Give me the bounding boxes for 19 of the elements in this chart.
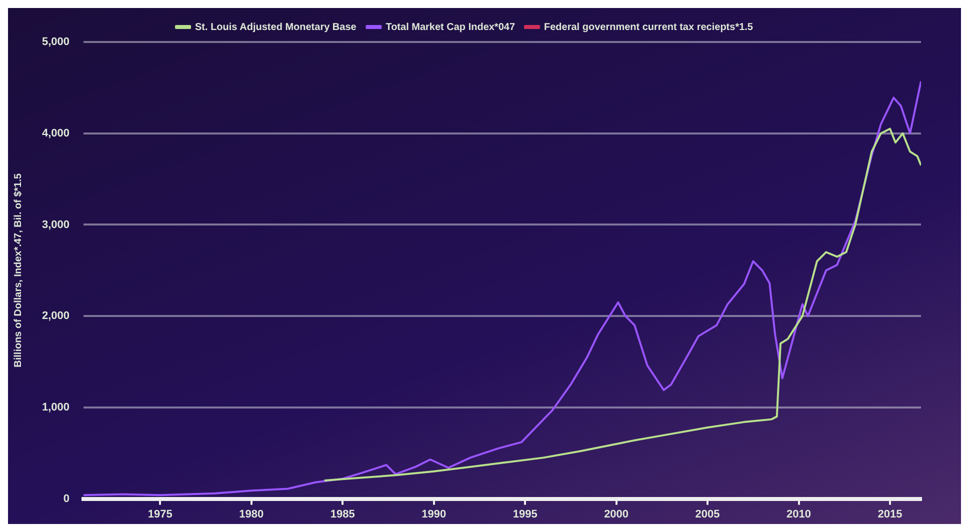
x-tick-label: 2005 (695, 508, 720, 520)
y-tick-label: 0 (63, 492, 70, 505)
x-tick-label: 2015 (878, 508, 902, 520)
y-tick-label: 2,000 (42, 310, 70, 322)
legend-label: Federal government current tax reciepts*1.5 (544, 22, 754, 33)
y-tick-label: 1,000 (42, 401, 70, 414)
y-tick-label: 3,000 (42, 218, 70, 231)
x-tick-label: 2000 (604, 508, 629, 520)
x-tick-label: 1995 (512, 508, 538, 520)
x-tick-label: 1985 (330, 508, 355, 520)
y-axis-title: Billions of Dollars, Index*.47, Bil. of $*1.5 (12, 173, 24, 368)
x-tick-label: 2010 (786, 508, 811, 520)
x-tick-label: 1980 (239, 508, 264, 520)
legend-label: Total Market Cap Index*047 (386, 22, 516, 33)
legend-label: St. Louis Adjusted Monetary Base (195, 22, 357, 33)
y-tick-label: 5,000 (42, 36, 70, 48)
x-tick-label: 1975 (148, 508, 172, 520)
x-tick-label: 1990 (422, 508, 446, 520)
y-tick-label: 4,000 (42, 127, 70, 140)
